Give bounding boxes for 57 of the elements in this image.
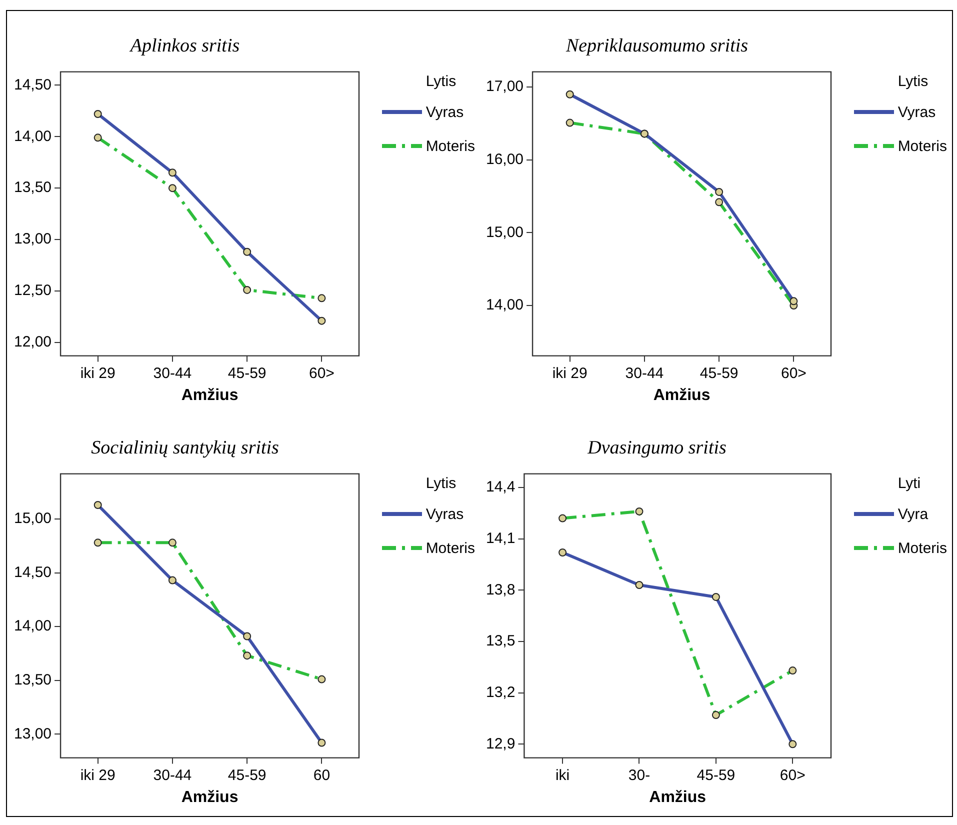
x-tick-label: 45-59 bbox=[228, 364, 266, 382]
x-axis-title: Amžius bbox=[181, 788, 238, 806]
x-tick-label: 30-44 bbox=[153, 364, 192, 382]
chart-title: Socialinių santykių sritis bbox=[91, 437, 279, 458]
x-tick-label: 60> bbox=[780, 364, 807, 382]
x-tick-label: 60> bbox=[780, 766, 806, 784]
y-tick-label: 14,4 bbox=[486, 478, 516, 496]
y-tick-label: 13,50 bbox=[14, 671, 52, 688]
y-tick-label: 12,50 bbox=[14, 282, 52, 300]
y-tick-label: 13,50 bbox=[14, 179, 52, 196]
y-tick-label: 13,8 bbox=[486, 581, 516, 598]
x-tick-label: 30-44 bbox=[625, 364, 664, 382]
legend-title: Lytis bbox=[426, 73, 458, 90]
y-tick-label: 14,1 bbox=[486, 530, 516, 547]
x-tick-label: 60 bbox=[313, 766, 330, 784]
legend-label: Vyra bbox=[898, 506, 928, 522]
x-axis-title: Amžius bbox=[649, 788, 706, 806]
y-tick-label: 13,2 bbox=[486, 684, 516, 701]
y-tick-label: 16,00 bbox=[486, 151, 524, 168]
legend-title: Lytis bbox=[898, 73, 930, 90]
chart-title: Aplinkos sritis bbox=[128, 35, 240, 56]
x-tick-label: iki 29 bbox=[552, 364, 588, 382]
y-tick-label: 15,00 bbox=[14, 510, 52, 528]
x-tick-label: 30- bbox=[628, 766, 650, 784]
chart-title: Dvasingumo sritis bbox=[586, 437, 726, 458]
legend-label: Moteris bbox=[426, 540, 475, 556]
y-tick-label: 14,00 bbox=[14, 128, 52, 145]
x-axis-title: Amžius bbox=[181, 386, 238, 404]
x-tick-label: 45-59 bbox=[696, 766, 736, 784]
x-axis-title: Amžius bbox=[653, 386, 710, 404]
chart-title: Nepriklausomumo sritis bbox=[564, 35, 748, 56]
x-tick-label: 60> bbox=[308, 364, 335, 382]
y-tick-label: 14,50 bbox=[14, 564, 52, 581]
x-tick-label: iki 29 bbox=[80, 766, 116, 784]
y-tick-label: 12,00 bbox=[14, 334, 52, 351]
legend-title: Lytis bbox=[426, 475, 458, 492]
x-tick-label: iki 29 bbox=[80, 364, 116, 382]
y-tick-label: 13,00 bbox=[14, 230, 52, 248]
legend-label: Vyras bbox=[426, 506, 464, 522]
legend-label: Moteris bbox=[898, 138, 947, 154]
legend-label: Vyras bbox=[426, 104, 464, 120]
legend-label: Moteris bbox=[426, 138, 475, 154]
y-tick-label: 14,50 bbox=[14, 76, 52, 94]
y-tick-label: 13,00 bbox=[14, 725, 52, 742]
y-tick-label: 15,00 bbox=[486, 224, 524, 241]
y-tick-label: 13,5 bbox=[486, 632, 516, 650]
legend-label: Vyras bbox=[898, 104, 936, 120]
y-tick-label: 12,9 bbox=[486, 735, 516, 752]
y-tick-label: 14,00 bbox=[14, 618, 52, 635]
y-tick-label: 14,00 bbox=[486, 296, 524, 314]
legend-label: Moteris bbox=[898, 540, 947, 556]
x-tick-label: 45-59 bbox=[228, 766, 266, 784]
x-tick-label: 30-44 bbox=[153, 766, 192, 784]
legend-title: Lyti bbox=[898, 475, 922, 492]
y-tick-label: 17,00 bbox=[486, 78, 524, 96]
x-tick-label: iki bbox=[555, 766, 570, 784]
x-tick-label: 45-59 bbox=[700, 364, 738, 382]
